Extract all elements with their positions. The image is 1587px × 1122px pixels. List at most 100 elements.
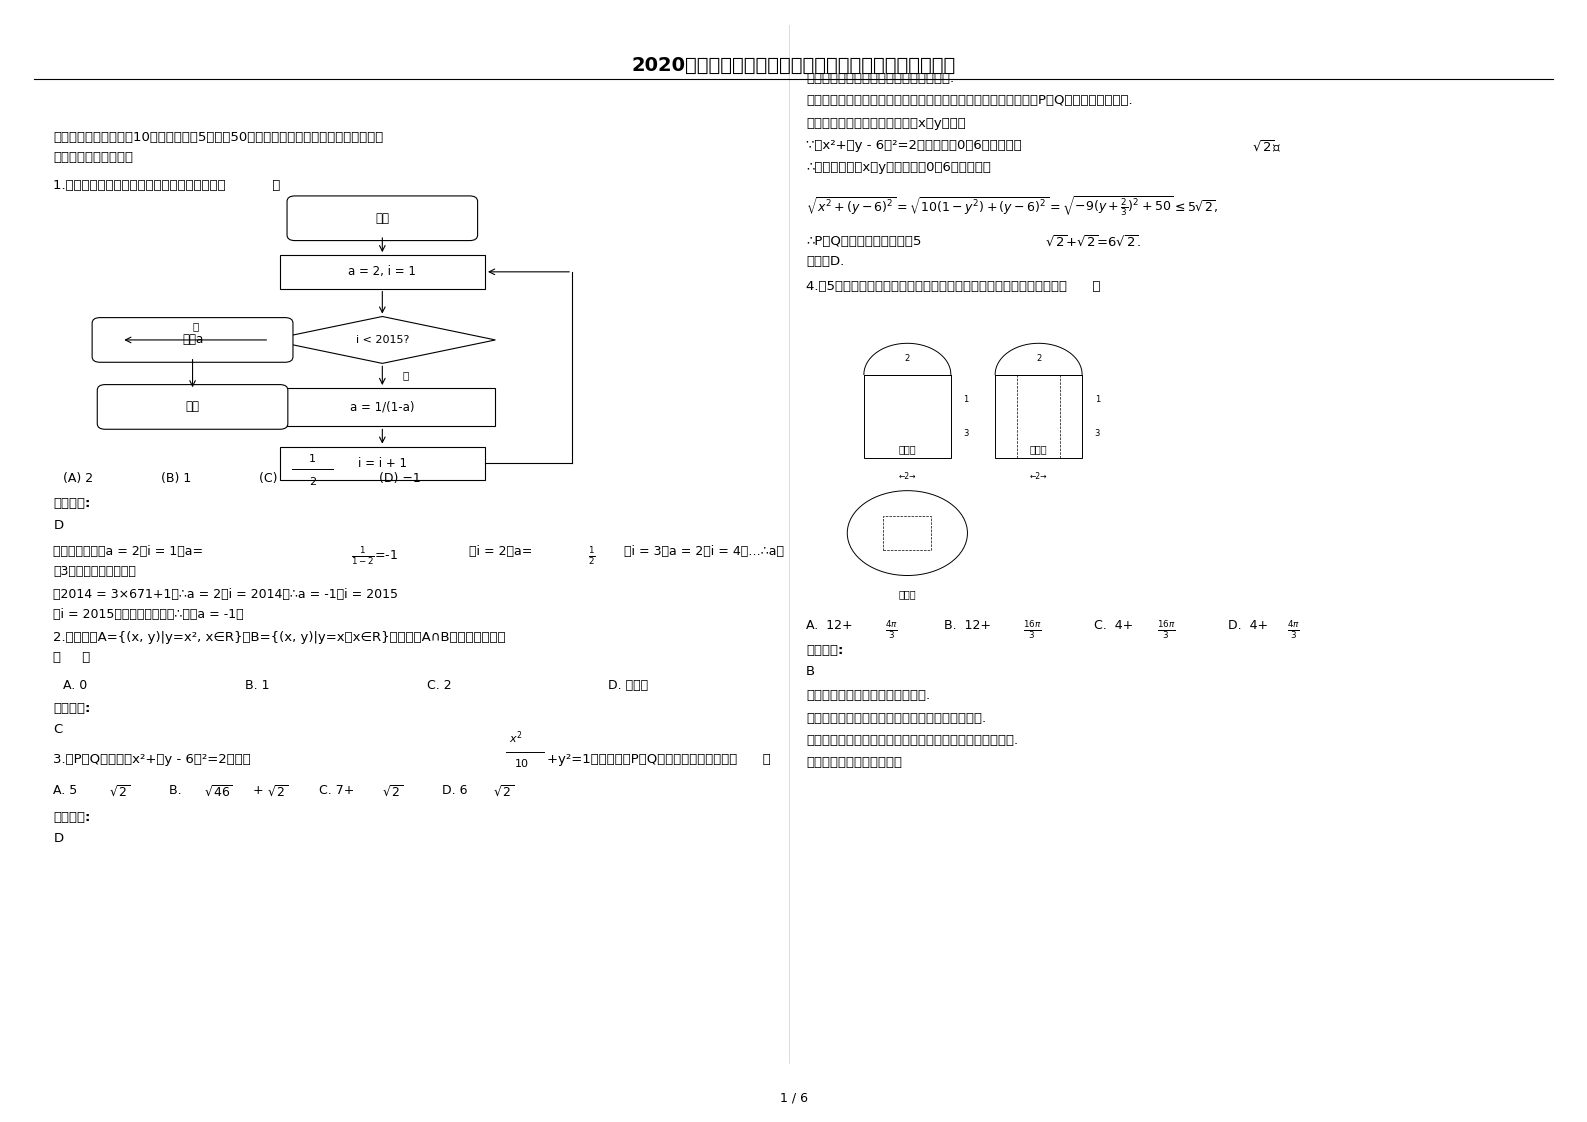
Bar xyxy=(279,447,486,480)
Text: 正视图: 正视图 xyxy=(898,444,916,453)
Text: +: + xyxy=(252,784,263,798)
Bar xyxy=(279,255,486,288)
Text: 是: 是 xyxy=(403,370,409,380)
Text: $\sqrt{2}$: $\sqrt{2}$ xyxy=(382,784,403,800)
FancyBboxPatch shape xyxy=(92,318,294,362)
Text: (A) 2: (A) 2 xyxy=(63,471,94,485)
Text: 参考答案:: 参考答案: xyxy=(806,644,844,656)
Text: (C): (C) xyxy=(259,471,281,485)
Text: +y²=1上的点，则P，Q两点间的最大距离是（      ）: +y²=1上的点，则P，Q两点间的最大距离是（ ） xyxy=(548,753,771,766)
Text: 3: 3 xyxy=(1095,429,1100,438)
Text: 4.（5分）已知如图是一个空间几何体的三视图，则该几何体的体积为（      ）: 4.（5分）已知如图是一个空间几何体的三视图，则该几何体的体积为（ ） xyxy=(806,279,1101,293)
Text: (B) 1: (B) 1 xyxy=(160,471,190,485)
Text: ←2→: ←2→ xyxy=(898,471,916,480)
Text: ，i = 2；a=: ，i = 2；a= xyxy=(470,545,533,559)
Text: $\frac{16\pi}{3}$: $\frac{16\pi}{3}$ xyxy=(1022,619,1041,641)
Text: C: C xyxy=(54,723,62,736)
Text: B: B xyxy=(806,665,816,678)
Text: 参考答案:: 参考答案: xyxy=(54,701,90,715)
Text: B.: B. xyxy=(160,784,186,798)
Text: 结束: 结束 xyxy=(186,401,200,413)
Bar xyxy=(863,375,951,458)
Text: 2.已知集合A={(x, y)|y=x², x∈R}，B={(x, y)|y=x，x∈R}，则集合A∩B中的元素个数为: 2.已知集合A={(x, y)|y=x², x∈R}，B={(x, y)|y=x… xyxy=(54,632,506,644)
Text: 2020年河南省焦作市城关中学高三数学文模拟试卷含解析: 2020年河南省焦作市城关中学高三数学文模拟试卷含解析 xyxy=(632,56,955,75)
Text: a = 1/(1-a): a = 1/(1-a) xyxy=(351,401,414,414)
Text: C. 7+: C. 7+ xyxy=(311,784,354,798)
Text: 2: 2 xyxy=(1036,355,1041,364)
Text: 又2014 = 3×671+1，∴a = 2，i = 2014，∴a = -1，i = 2015: 又2014 = 3×671+1，∴a = 2，i = 2014，∴a = -1，… xyxy=(54,588,398,600)
Text: A. 5: A. 5 xyxy=(54,784,78,798)
Text: $\frac{16\pi}{3}$: $\frac{16\pi}{3}$ xyxy=(1157,619,1176,641)
Text: 3: 3 xyxy=(963,429,970,438)
Text: $\sqrt{x^2+(y-6)^2}=\sqrt{10(1-y^2)+(y-6)^2}=\sqrt{-9(y+\frac{2}{3})^2+50}\leq5\: $\sqrt{x^2+(y-6)^2}=\sqrt{10(1-y^2)+(y-6… xyxy=(806,195,1219,219)
Text: D. 无穷个: D. 无穷个 xyxy=(608,679,649,692)
Text: (D) −1: (D) −1 xyxy=(379,471,421,485)
Text: 1: 1 xyxy=(309,454,316,463)
Text: 以3为周期循环出现的，: 以3为周期循环出现的， xyxy=(54,565,136,579)
Bar xyxy=(884,516,932,550)
Text: 解：由题意作直观图如下，: 解：由题意作直观图如下， xyxy=(806,756,901,770)
Text: A.  12+: A. 12+ xyxy=(806,619,852,632)
Text: 参考答案:: 参考答案: xyxy=(54,811,90,824)
Text: a = 2, i = 1: a = 2, i = 1 xyxy=(349,265,416,278)
Text: ∴P，Q两点间的最大距离是5: ∴P，Q两点间的最大距离是5 xyxy=(806,234,922,248)
Text: 【考点】椭圆的简单性质；圆的标准方程.: 【考点】椭圆的简单性质；圆的标准方程. xyxy=(806,72,954,85)
Text: D. 6: D. 6 xyxy=(430,784,467,798)
Text: D: D xyxy=(54,518,63,532)
Text: 【解答】解：设椭圆上的点为（x，y），则: 【解答】解：设椭圆上的点为（x，y），则 xyxy=(806,117,966,130)
Text: ←2→: ←2→ xyxy=(1030,471,1047,480)
Text: 3.设P，Q分别为圆x²+（y - 6）²=2和椭圆: 3.设P，Q分别为圆x²+（y - 6）²=2和椭圆 xyxy=(54,753,251,766)
Text: 1.执行如图所示的程序框图，则输出的结果为（           ）: 1.执行如图所示的程序框图，则输出的结果为（ ） xyxy=(54,180,281,192)
Text: $\sqrt{2}$: $\sqrt{2}$ xyxy=(494,784,514,800)
FancyBboxPatch shape xyxy=(287,196,478,240)
Text: D: D xyxy=(54,833,63,845)
Text: ∵圆x²+（y - 6）²=2的圆心为（0，6），半径为: ∵圆x²+（y - 6）²=2的圆心为（0，6），半径为 xyxy=(806,139,1022,151)
Text: 输出a: 输出a xyxy=(183,333,203,347)
Text: i < 2015?: i < 2015? xyxy=(355,335,409,344)
Text: 侧视图: 侧视图 xyxy=(1030,444,1047,453)
Text: $x^2$: $x^2$ xyxy=(509,729,522,746)
Text: 【分析】求出椭圆上的点与圆心的最大距离，加上半径，即可得出P，Q两点间的最大距离.: 【分析】求出椭圆上的点与圆心的最大距离，加上半径，即可得出P，Q两点间的最大距离… xyxy=(806,94,1133,108)
Text: 1: 1 xyxy=(963,395,968,404)
Text: D.  4+: D. 4+ xyxy=(1220,619,1268,632)
Text: $\sqrt{2}$，: $\sqrt{2}$， xyxy=(1252,139,1281,155)
Text: 是一个符合题目要求的: 是一个符合题目要求的 xyxy=(54,151,133,164)
Text: i = i + 1: i = i + 1 xyxy=(357,457,406,470)
Text: $\sqrt{2}$: $\sqrt{2}$ xyxy=(110,784,130,800)
Bar xyxy=(995,375,1082,458)
Text: $\sqrt{2}$+$\sqrt{2}$=6$\sqrt{2}$.: $\sqrt{2}$+$\sqrt{2}$=6$\sqrt{2}$. xyxy=(1044,234,1141,250)
Text: 当i = 2015时，便退出循环，∴输出a = -1。: 当i = 2015时，便退出循环，∴输出a = -1。 xyxy=(54,608,244,620)
Text: B.  12+: B. 12+ xyxy=(936,619,990,632)
Text: 参考答案:: 参考答案: xyxy=(54,497,90,511)
Text: 10: 10 xyxy=(514,758,528,769)
Text: ∴椭圆上的点（x，y）到圆心（0，6）的距离为: ∴椭圆上的点（x，y）到圆心（0，6）的距离为 xyxy=(806,162,990,174)
Text: 【分析】：由题意作直观图，从而求各部分的体积，再求和.: 【分析】：由题意作直观图，从而求各部分的体积，再求和. xyxy=(806,734,1019,747)
Text: B. 1: B. 1 xyxy=(244,679,270,692)
Circle shape xyxy=(847,490,968,576)
Text: $\frac{4\pi}{3}$: $\frac{4\pi}{3}$ xyxy=(886,619,898,641)
Text: 【考点】：由三视图求面积、体积.: 【考点】：由三视图求面积、体积. xyxy=(806,689,930,702)
Text: 由程序框图知，a = 2，i = 1；a=: 由程序框图知，a = 2，i = 1；a= xyxy=(54,545,203,559)
Text: 1: 1 xyxy=(1095,395,1100,404)
Text: $\sqrt{46}$: $\sqrt{46}$ xyxy=(203,784,233,800)
Text: $\frac{1}{1-2}$=-1: $\frac{1}{1-2}$=-1 xyxy=(351,545,398,568)
Text: 2: 2 xyxy=(309,477,316,487)
Text: 【专题】：计算题；作图题；空间位置关系与距离.: 【专题】：计算题；作图题；空间位置关系与距离. xyxy=(806,711,986,725)
Text: C. 2: C. 2 xyxy=(427,679,451,692)
Text: 1 / 6: 1 / 6 xyxy=(779,1092,808,1105)
Bar xyxy=(270,388,495,426)
Text: 一、选择题：本大题共10小题，每小题5分，共50分。在每小题给出的四个选项中，只有: 一、选择题：本大题共10小题，每小题5分，共50分。在每小题给出的四个选项中，只… xyxy=(54,131,384,144)
Text: 2: 2 xyxy=(905,355,909,364)
Polygon shape xyxy=(270,316,495,364)
Text: （     ）: （ ） xyxy=(54,652,90,664)
Text: 俯视图: 俯视图 xyxy=(898,589,916,599)
FancyBboxPatch shape xyxy=(97,385,287,430)
Text: 故选：D.: 故选：D. xyxy=(806,255,844,268)
Text: $\frac{1}{2}$: $\frac{1}{2}$ xyxy=(587,545,595,568)
Text: ，i = 3；a = 2，i = 4；…∴a是: ，i = 3；a = 2，i = 4；…∴a是 xyxy=(624,545,784,559)
Text: C.  4+: C. 4+ xyxy=(1086,619,1133,632)
Text: $\frac{4\pi}{3}$: $\frac{4\pi}{3}$ xyxy=(1287,619,1300,641)
Text: 否: 否 xyxy=(192,321,198,331)
Text: 开始: 开始 xyxy=(375,212,389,224)
Text: A. 0: A. 0 xyxy=(63,679,87,692)
